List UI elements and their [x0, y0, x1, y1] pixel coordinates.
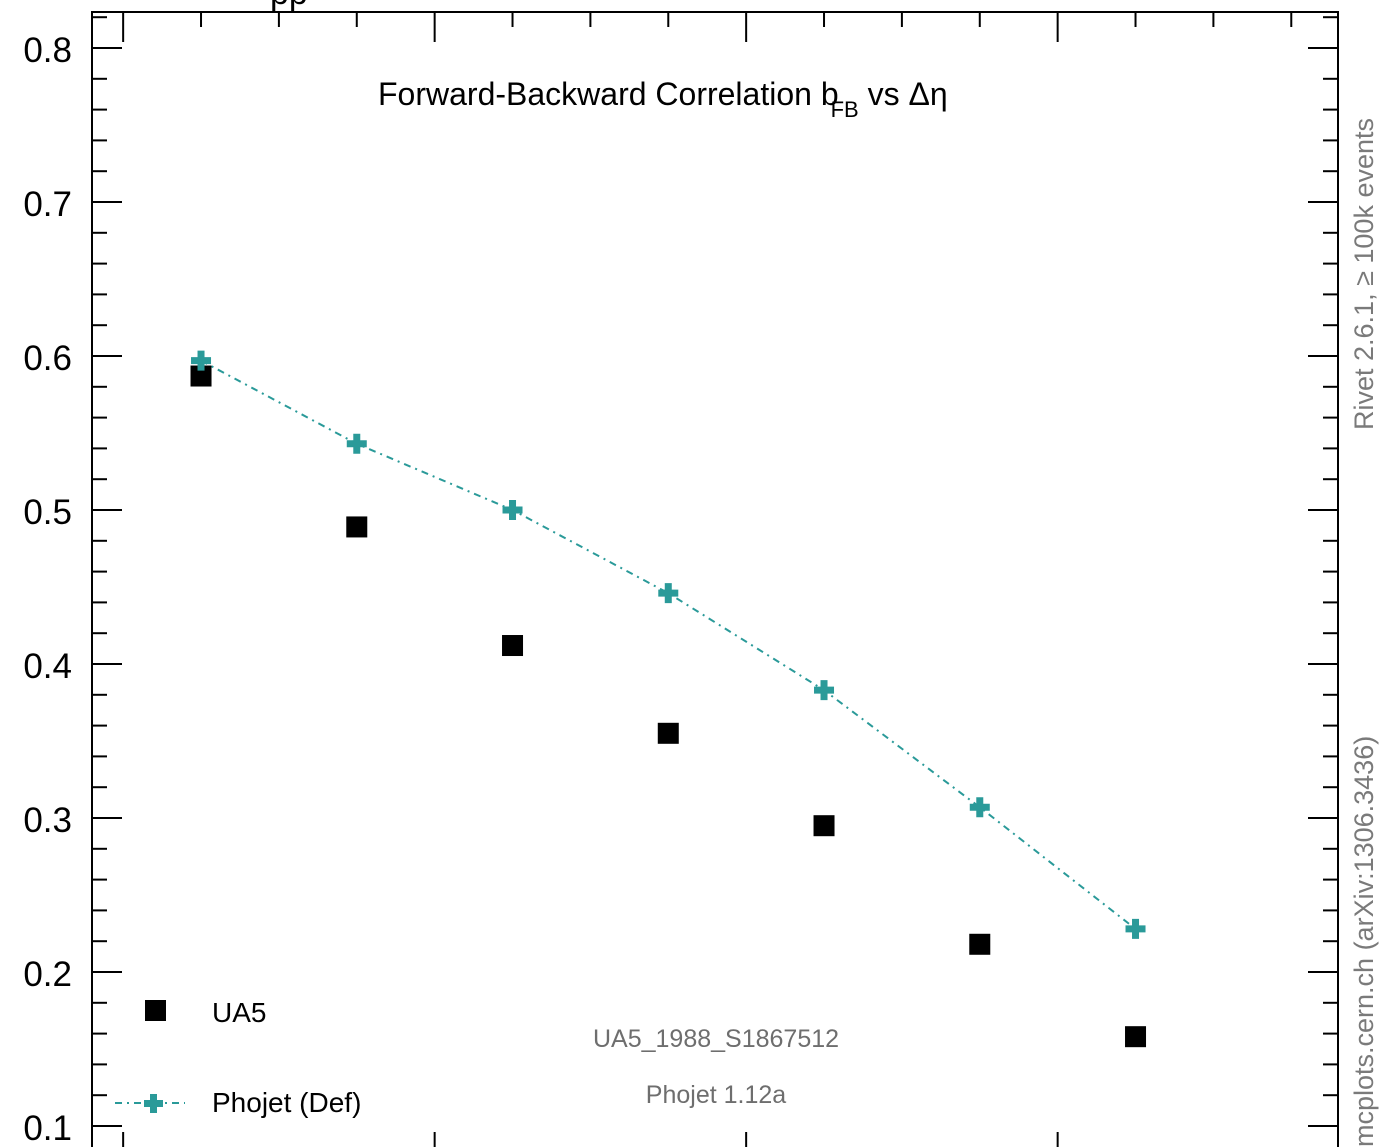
data-point-phojet: [346, 433, 367, 454]
data-point-phojet: [969, 797, 990, 818]
data-point-phojet: [502, 500, 523, 520]
data-point-ua5: [657, 722, 679, 744]
legend-ua5-marker: [145, 1000, 166, 1021]
legend: UA5 Phojet (Def): [115, 997, 361, 1118]
data-point-ua5: [1125, 1026, 1147, 1048]
y-tick-label: 0.4: [23, 647, 72, 686]
data-series-ua5: [190, 365, 1147, 1048]
y-tick-label: 0.2: [23, 955, 72, 994]
data-point-ua5: [346, 516, 368, 538]
y-tick-labels: 0.1 0.2 0.3 0.4 0.5 0.6 0.7 0.8: [23, 31, 72, 1147]
y-tick-label: 0.7: [23, 185, 72, 224]
data-point-phojet: [1125, 918, 1146, 939]
data-point-phojet: [191, 350, 212, 371]
data-point-ua5: [969, 933, 991, 955]
legend-ua5-label: UA5: [212, 997, 266, 1028]
legend-phojet-marker: [144, 1094, 163, 1113]
data-point-phojet: [658, 583, 679, 604]
chart-title-sub: FB: [831, 97, 859, 122]
data-point-ua5: [502, 635, 524, 657]
rivet-version-label: Rivet 2.6.1, ≥ 100k events: [1349, 118, 1379, 430]
chart-title-main: Forward-Backward Correlation b: [378, 76, 839, 112]
y-tick-label: 0.8: [23, 31, 72, 70]
header-fragment: pp: [270, 0, 308, 12]
analysis-id-label: UA5_1988_S1867512: [593, 1025, 839, 1053]
generator-label: Phojet 1.12a: [646, 1081, 786, 1109]
series-line-phojet: [200, 359, 1137, 930]
axis-ticks: [92, 12, 1338, 1147]
plot-frame: [91, 11, 1339, 1147]
mcplots-credit-label: mcplots.cern.ch (arXiv:1306.3436): [1349, 735, 1379, 1147]
data-series-phojet: [191, 350, 1146, 939]
data-point-ua5: [813, 815, 835, 837]
y-tick-label: 0.1: [23, 1109, 72, 1147]
y-tick-label: 0.6: [23, 339, 72, 378]
data-point-ua5: [190, 365, 212, 387]
chart-title-tail: vs Δη: [859, 76, 948, 112]
data-point-phojet: [814, 680, 835, 701]
legend-phojet-label: Phojet (Def): [212, 1087, 361, 1118]
chart-title: Forward-Backward Correlation bFB vs Δη: [378, 76, 948, 122]
y-tick-label: 0.5: [23, 493, 72, 532]
y-tick-label: 0.3: [23, 801, 72, 840]
